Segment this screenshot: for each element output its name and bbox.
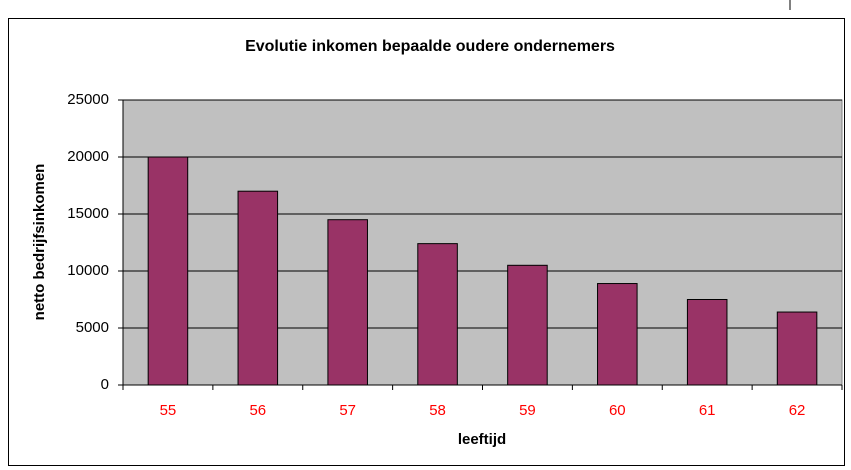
y-axis-title: netto bedrijfsinkomen <box>31 164 48 321</box>
x-tick-label: 60 <box>609 402 626 419</box>
bar <box>147 156 189 386</box>
x-tick-label: 61 <box>699 402 716 419</box>
bar <box>776 311 818 386</box>
bar <box>327 219 368 386</box>
bar <box>237 190 279 386</box>
y-tick-label: 15000 <box>67 205 109 222</box>
plot-area <box>122 99 843 386</box>
x-tick-label: 59 <box>519 402 536 419</box>
x-tick-label: 58 <box>429 402 446 419</box>
bar <box>686 299 728 386</box>
y-tick-label: 0 <box>101 376 109 393</box>
x-tick-label: 62 <box>789 402 806 419</box>
y-tick-label: 25000 <box>67 91 109 108</box>
chart-title: Evolutie inkomen bepaalde oudere onderne… <box>245 38 615 55</box>
x-tick-label: 57 <box>339 402 356 419</box>
bar <box>507 264 548 386</box>
x-tick-label: 55 <box>160 402 177 419</box>
bar <box>597 283 638 386</box>
x-tick-label: 56 <box>249 402 266 419</box>
y-tick-label: 20000 <box>67 148 109 165</box>
x-axis-title: leeftijd <box>458 431 506 448</box>
bar <box>417 243 458 386</box>
y-tick-label: 10000 <box>67 262 109 279</box>
y-tick-label: 5000 <box>76 319 109 336</box>
